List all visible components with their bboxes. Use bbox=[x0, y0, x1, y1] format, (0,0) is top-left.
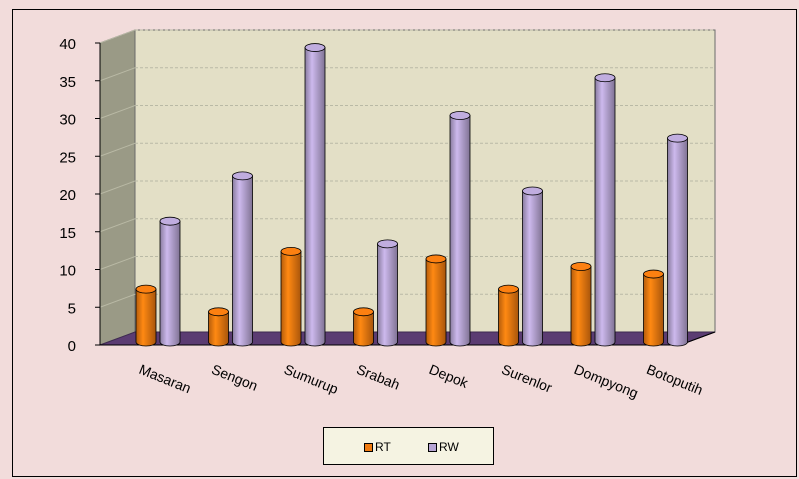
gridline-side bbox=[99, 256, 136, 270]
bar-body bbox=[498, 288, 519, 347]
bar-rw-srabah bbox=[377, 239, 398, 347]
bar-body bbox=[304, 47, 326, 347]
bar-top bbox=[667, 133, 688, 143]
bar-body bbox=[522, 190, 543, 347]
bar-body bbox=[594, 77, 616, 347]
x-tick-label: Depok bbox=[427, 361, 471, 391]
bar-top bbox=[159, 216, 181, 226]
legend-swatch-rw bbox=[428, 442, 437, 452]
bar-top bbox=[280, 246, 302, 256]
y-tick-label: 30 bbox=[59, 112, 76, 129]
x-tick-label: Surenlor bbox=[499, 361, 554, 396]
bar-body bbox=[377, 243, 398, 347]
y-tick-label: 25 bbox=[59, 149, 76, 166]
bar-top bbox=[449, 111, 471, 120]
bar-top bbox=[594, 73, 616, 83]
bar-top bbox=[522, 186, 543, 196]
gridline-side bbox=[99, 67, 136, 82]
bar-rw-sengon bbox=[232, 171, 253, 347]
gridline-side bbox=[99, 180, 136, 195]
bar-body bbox=[232, 175, 253, 347]
bar-top bbox=[304, 43, 326, 52]
x-tick-label: Sengon bbox=[209, 361, 260, 394]
bar-body bbox=[425, 258, 447, 347]
legend-item-rt: RT bbox=[364, 440, 391, 454]
bar-body bbox=[570, 266, 592, 347]
bar-top bbox=[353, 307, 374, 317]
y-tick-label: 0 bbox=[68, 338, 76, 355]
bar-top bbox=[425, 254, 447, 264]
bar-rt-sumurup bbox=[280, 246, 302, 347]
gridline-side bbox=[99, 105, 136, 119]
bar-rw-dompyong bbox=[594, 73, 616, 347]
legend-label-rw: RW bbox=[439, 440, 459, 454]
legend-item-rw: RW bbox=[428, 440, 459, 454]
legend: RT RW bbox=[323, 427, 494, 465]
legend-swatch-rt bbox=[364, 442, 373, 452]
legend-label-rt: RT bbox=[375, 440, 391, 454]
bar-body bbox=[449, 115, 471, 347]
bar-top bbox=[643, 269, 664, 279]
bar-rt-dompyong bbox=[570, 262, 592, 347]
bars bbox=[135, 43, 688, 347]
gridline-side bbox=[99, 142, 136, 157]
bar-top bbox=[498, 284, 519, 294]
x-tick-label: Srabah bbox=[354, 361, 402, 393]
bar-rt-surenlor bbox=[498, 284, 519, 347]
bar-top bbox=[135, 284, 157, 294]
bar-body bbox=[280, 251, 302, 347]
bar-top bbox=[208, 307, 229, 317]
bar-rw-masaran bbox=[159, 216, 181, 347]
y-tick-label: 10 bbox=[59, 263, 76, 280]
bar-body bbox=[159, 220, 181, 347]
bar-body bbox=[667, 137, 688, 347]
bar-body bbox=[208, 311, 229, 347]
bar-top bbox=[377, 239, 398, 249]
x-tick-label: Dompyong bbox=[572, 361, 641, 401]
bar-rt-masaran bbox=[135, 284, 157, 347]
x-tick-label: Masaran bbox=[137, 361, 193, 396]
floor bbox=[99, 331, 716, 346]
y-tick-label: 5 bbox=[68, 300, 76, 317]
bar-rt-sengon bbox=[208, 307, 229, 347]
y-tick-label: 35 bbox=[59, 74, 76, 91]
bar-rw-surenlor bbox=[522, 186, 543, 347]
gridline-side bbox=[99, 293, 136, 308]
gridline-side bbox=[99, 218, 136, 233]
bar-rw-botoputih bbox=[667, 133, 688, 347]
bar-body bbox=[135, 288, 157, 347]
chart-walls bbox=[99, 29, 716, 346]
bar-rw-sumurup bbox=[304, 43, 326, 347]
y-tick-label: 20 bbox=[59, 187, 76, 204]
bar-body bbox=[643, 273, 664, 347]
bar-rt-depok bbox=[425, 254, 447, 347]
bar-top bbox=[232, 171, 253, 181]
bar-body bbox=[353, 311, 374, 347]
bar-rt-botoputih bbox=[643, 269, 664, 347]
bar-top bbox=[570, 262, 592, 271]
y-tick-label: 15 bbox=[59, 225, 76, 242]
bar-rt-srabah bbox=[353, 307, 374, 347]
gridlines bbox=[99, 29, 715, 308]
gridline-side bbox=[99, 29, 136, 44]
x-tick-label: Sumurup bbox=[282, 361, 341, 397]
y-tick-label: 40 bbox=[59, 36, 76, 53]
x-tick-label: Botoputih bbox=[644, 361, 705, 398]
bar-rw-depok bbox=[449, 111, 471, 347]
